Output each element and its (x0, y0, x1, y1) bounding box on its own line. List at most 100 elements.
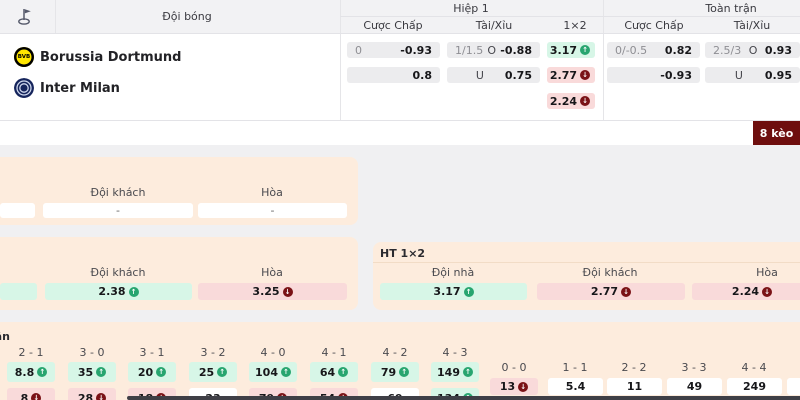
ft-handicap-home-cell[interactable]: 0/-0.5 0.82 (607, 42, 700, 58)
trend-down-icon (518, 381, 529, 392)
odds-cell-fragment[interactable] (0, 203, 35, 218)
trend-down-icon (282, 286, 293, 297)
score-header: 3 - 3 (681, 361, 707, 374)
score-header: 2 - 2 (621, 361, 647, 374)
trend-up-icon (96, 367, 107, 377)
odds-value: 11 (626, 380, 643, 393)
odds-value: 13 (499, 380, 516, 393)
trend-up-icon (128, 286, 139, 297)
trend-down-icon (762, 286, 773, 297)
odds-value: -0.93 (660, 68, 692, 82)
odds-value: 35 (77, 365, 94, 379)
odds-value: -0.93 (400, 43, 432, 57)
trend-up-icon (399, 367, 410, 377)
trend-down-icon (31, 393, 42, 400)
odds-value: 2.77 (590, 285, 619, 298)
ft-under-cell[interactable]: U 0.95 (705, 67, 800, 83)
total-line: 1/1.5 (455, 43, 484, 57)
score-odds-cell[interactable]: 79 (371, 362, 419, 382)
odds-value: 0.82 (664, 43, 692, 57)
odds-value: 2.38 (98, 285, 126, 298)
h1-handicap-home-cell[interactable]: 0 -0.93 (347, 42, 440, 58)
score-header: 4 - 2 (382, 346, 408, 359)
correct-score-panel (0, 322, 800, 400)
h1-1x2-draw-cell[interactable]: 2.24 (547, 93, 595, 109)
odds-value: 3.25 (252, 285, 280, 298)
odds-value: - (116, 204, 120, 217)
score-odds-cell[interactable]: 28 (68, 388, 116, 400)
correct-score-title-fragment: trận (0, 330, 10, 343)
score-odds-cell[interactable]: 25 (189, 362, 237, 382)
odds-value: 25 (198, 365, 215, 379)
odds-value: 0.8 (412, 68, 433, 82)
odds-cell-fragment[interactable] (0, 283, 37, 300)
odds-value: 8.8 (14, 365, 35, 379)
away-team-header: Đội khách (90, 186, 146, 199)
odds-value: 79 (380, 365, 397, 379)
h1-under-cell[interactable]: U 0.75 (447, 67, 540, 83)
score-odds-cell[interactable]: 20 (128, 362, 176, 382)
away-odds-cell[interactable]: 2.77 (537, 283, 685, 300)
home-odds-cell[interactable]: 3.17 (380, 283, 527, 300)
score-header: 1 - 1 (562, 361, 588, 374)
horizontal-scrollbar-thumb[interactable] (127, 396, 800, 400)
draw-header: Hòa (756, 266, 778, 279)
away-team-name: Inter Milan (40, 81, 120, 96)
draw-score-cell[interactable]: 11 (607, 378, 662, 395)
trend-up-icon (156, 367, 167, 377)
odds-value: 2.24 (549, 94, 577, 108)
more-odds-button[interactable]: 8 kèo (753, 121, 800, 145)
draw-score-cell[interactable]: 5.4 (548, 378, 603, 395)
trend-up-icon (580, 45, 590, 55)
divider (0, 120, 800, 121)
trend-down-icon (580, 96, 590, 106)
draw-score-cell[interactable]: 13 (490, 378, 538, 395)
divider (340, 0, 341, 120)
score-header: 0 - 0 (501, 361, 527, 374)
corner-flag-icon (18, 9, 31, 25)
trend-up-icon (280, 367, 291, 377)
ft-over-cell[interactable]: 2.5/3 O 0.93 (705, 42, 800, 58)
score-odds-cell[interactable]: 8 (7, 388, 55, 400)
score-header: 4 - 0 (260, 346, 286, 359)
odds-value: 249 (743, 380, 766, 393)
score-odds-cell[interactable]: 104 (249, 362, 297, 382)
h1-1x2-away-cell[interactable]: 2.77 (547, 67, 595, 83)
divider (0, 33, 800, 34)
away-odds-cell[interactable]: 2.38 (45, 283, 192, 300)
odds-value: 49 (686, 380, 703, 393)
trend-up-icon (37, 367, 48, 377)
draw-score-cell[interactable]: 249 (727, 378, 782, 395)
draw-odds-cell[interactable]: 2.24 (692, 283, 800, 300)
h1-handicap-away-cell[interactable]: 0.8 (347, 67, 440, 83)
odds-value: 3.17 (549, 43, 577, 57)
score-odds-cell[interactable]: 149 (431, 362, 479, 382)
odds-value: 5.4 (565, 380, 586, 393)
home-team-name: Borussia Dortmund (40, 50, 182, 65)
score-header: 4 - 4 (741, 361, 767, 374)
ft-handicap-away-cell[interactable]: -0.93 (607, 67, 700, 83)
draw-header: Hòa (261, 186, 283, 199)
score-odds-cell[interactable]: 8.8 (7, 362, 55, 382)
score-odds-cell[interactable]: 64 (310, 362, 358, 382)
over-label: O (748, 43, 758, 57)
draw-odds-cell[interactable]: - (198, 203, 347, 218)
h1-handicap-header: Cược Chấp (363, 19, 423, 32)
score-odds-cell[interactable]: 35 (68, 362, 116, 382)
over-label: O (487, 43, 497, 57)
draw-score-cell-fragment[interactable] (787, 378, 800, 395)
draw-score-cell[interactable]: 49 (667, 378, 722, 395)
away-team-header: Đội khách (90, 266, 146, 279)
away-odds-cell[interactable]: - (43, 203, 193, 218)
divider (603, 0, 604, 120)
h1-1x2-home-cell[interactable]: 3.17 (547, 42, 595, 58)
score-header: 4 - 3 (442, 346, 468, 359)
trend-up-icon (338, 367, 349, 377)
ht-1x2-title: HT 1×2 (380, 247, 426, 260)
draw-odds-cell[interactable]: 3.25 (198, 283, 347, 300)
ft-overunder-header: Tài/Xỉu (733, 19, 771, 32)
h1-over-cell[interactable]: 1/1.5 O -0.88 (447, 42, 540, 58)
score-header: 3 - 2 (200, 346, 226, 359)
trend-up-icon (217, 367, 228, 377)
